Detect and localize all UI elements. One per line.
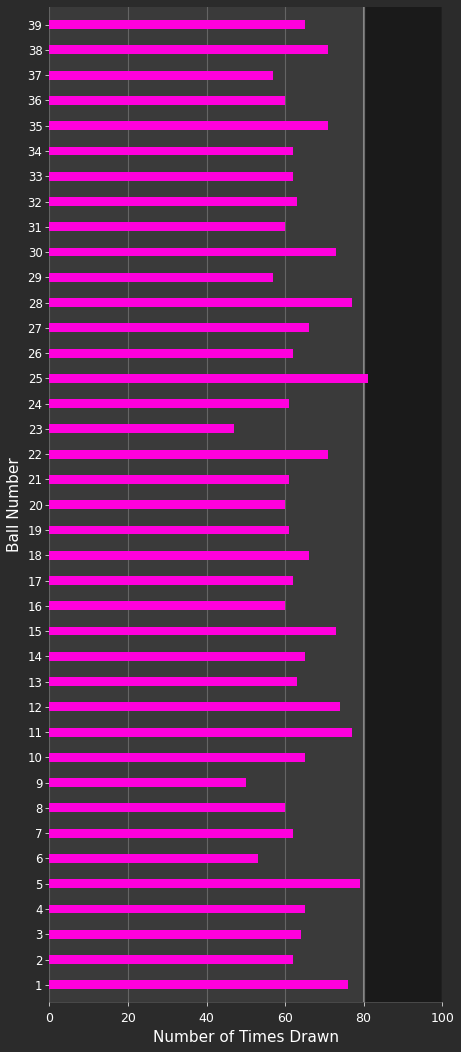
Bar xyxy=(49,703,340,711)
Bar xyxy=(49,348,293,358)
Y-axis label: Ball Number: Ball Number xyxy=(7,458,22,552)
Bar xyxy=(49,70,273,80)
Bar xyxy=(49,753,305,762)
Bar xyxy=(49,526,289,534)
Bar xyxy=(49,399,289,408)
Bar xyxy=(49,222,285,231)
Bar xyxy=(49,20,305,29)
Bar xyxy=(49,829,293,837)
Bar xyxy=(49,677,297,686)
Bar xyxy=(49,576,293,585)
Bar xyxy=(49,450,328,459)
Bar xyxy=(49,121,328,130)
Bar xyxy=(49,146,293,156)
Bar xyxy=(49,728,352,736)
Bar xyxy=(49,197,297,206)
Bar xyxy=(49,373,367,383)
Bar xyxy=(49,298,352,307)
X-axis label: Number of Times Drawn: Number of Times Drawn xyxy=(153,1030,339,1045)
Bar xyxy=(49,501,285,509)
Bar xyxy=(49,602,285,610)
Bar xyxy=(49,96,285,105)
Bar xyxy=(49,171,293,181)
Bar xyxy=(49,879,360,888)
Bar xyxy=(49,247,336,257)
Bar xyxy=(49,323,308,332)
Bar xyxy=(49,778,246,787)
Bar xyxy=(49,425,234,433)
Bar xyxy=(49,854,258,863)
Bar xyxy=(49,476,289,484)
Bar xyxy=(364,7,442,1003)
Bar xyxy=(49,272,273,282)
Bar xyxy=(49,930,301,938)
Bar xyxy=(49,980,348,989)
Bar xyxy=(49,955,293,964)
Bar xyxy=(49,652,305,661)
Bar xyxy=(49,627,336,635)
Bar xyxy=(49,804,285,812)
Bar xyxy=(49,551,308,560)
Bar xyxy=(49,905,305,913)
Bar xyxy=(49,45,328,55)
